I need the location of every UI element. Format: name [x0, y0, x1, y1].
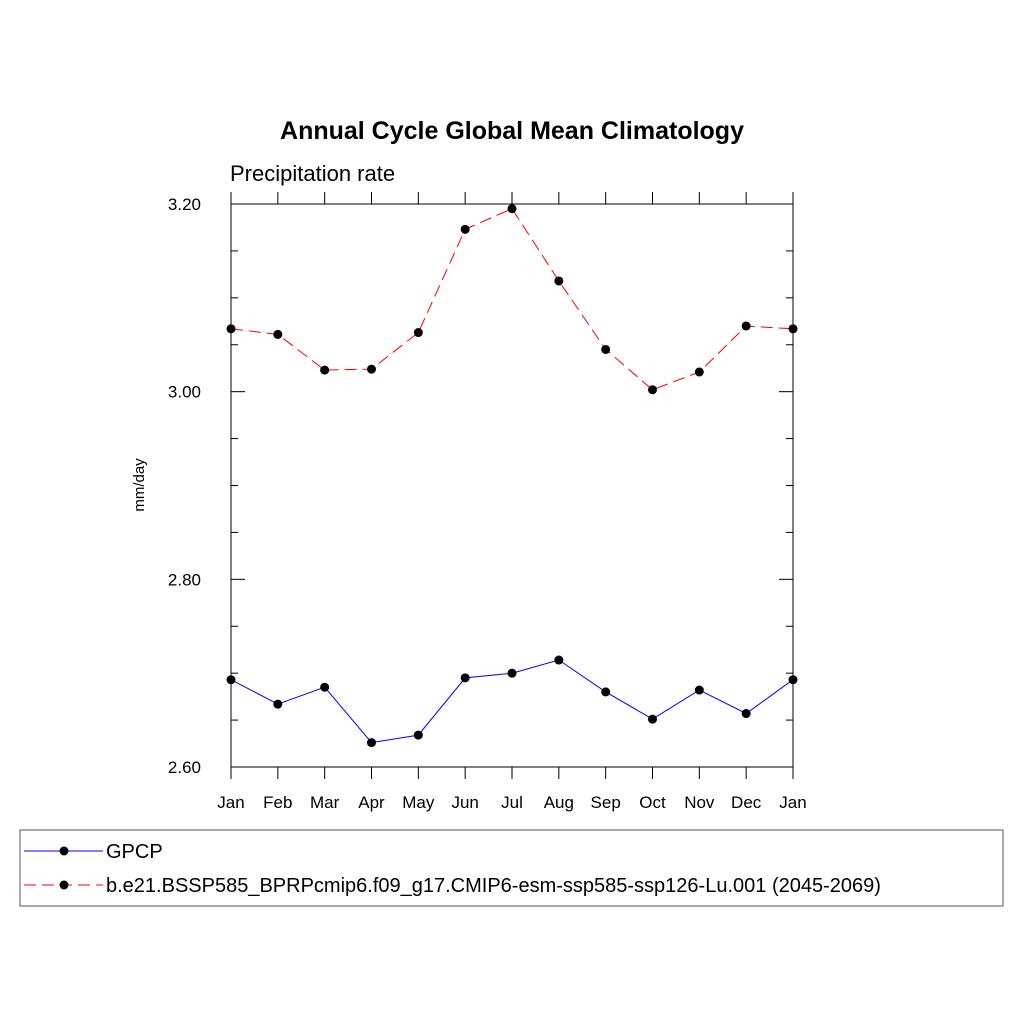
series-point-0	[554, 655, 564, 665]
series-point-1	[741, 321, 751, 331]
x-tick-label: Jan	[779, 793, 806, 812]
x-tick-label: Nov	[684, 793, 715, 812]
series-point-1	[507, 204, 517, 214]
series-point-0	[741, 709, 751, 719]
series-point-1	[460, 224, 470, 234]
y-tick-label: 2.80	[168, 570, 201, 589]
y-axis-label: mm/day	[131, 458, 148, 512]
series-point-0	[694, 685, 704, 695]
series-line-1	[230, 208, 794, 391]
legend-swatch-marker	[59, 846, 69, 856]
series-point-1	[554, 276, 564, 286]
x-tick-label: Dec	[731, 793, 762, 812]
series-point-0	[320, 682, 330, 692]
x-tick-label: May	[402, 793, 435, 812]
series-point-0	[273, 699, 283, 709]
series-point-0	[367, 738, 376, 748]
legend-swatch-marker	[59, 880, 69, 890]
y-tick-label: 2.60	[168, 758, 201, 777]
legend-label: b.e21.BSSP585_BPRPcmip6.f09_g17.CMIP6-es…	[106, 875, 881, 897]
y-tick-label: 3.00	[168, 383, 201, 402]
x-tick-label: Feb	[263, 793, 292, 812]
series-point-1	[367, 364, 376, 374]
chart-subtitle: Precipitation rate	[230, 161, 395, 186]
x-tick-label: Aug	[544, 793, 574, 812]
series-point-1	[601, 344, 611, 354]
series-point-1	[788, 324, 798, 334]
chart-title: Annual Cycle Global Mean Climatology	[280, 117, 744, 145]
legend: GPCP b.e21.BSSP585_BPRPcmip6.f09_g17.CMIP…	[19, 829, 1004, 907]
series-point-1	[648, 385, 657, 395]
series-point-1	[413, 328, 423, 338]
x-tick-label: Mar	[310, 793, 340, 812]
series-point-1	[320, 365, 330, 375]
x-tick-label: Jan	[217, 793, 244, 812]
series-point-1	[226, 324, 236, 334]
y-tick-label: 3.20	[168, 195, 201, 214]
series-point-0	[601, 687, 611, 697]
x-tick-label: Apr	[358, 793, 385, 812]
plot-frame	[230, 203, 794, 768]
x-tick-label: Jul	[501, 793, 523, 812]
series-point-0	[413, 730, 423, 740]
legend-box	[19, 829, 1004, 907]
legend-label: GPCP	[106, 841, 163, 863]
series-point-0	[226, 675, 236, 685]
series-point-0	[460, 673, 470, 683]
series-point-0	[788, 675, 798, 685]
series-point-0	[507, 668, 517, 678]
series-point-1	[273, 329, 283, 339]
series-point-0	[648, 714, 657, 724]
series-point-1	[694, 367, 704, 377]
x-tick-label: Jun	[451, 793, 478, 812]
x-tick-label: Oct	[639, 793, 666, 812]
y-tick-labels: 2.60 2.80 3.00 3.20	[168, 195, 201, 777]
series-layer	[226, 204, 798, 748]
x-tick-label: Sep	[591, 793, 621, 812]
x-tick-labels: Jan Feb Mar Apr May Jun Jul Aug Sep Oct Nov Dec Jan	[217, 793, 806, 812]
axis-ticks	[230, 192, 794, 779]
